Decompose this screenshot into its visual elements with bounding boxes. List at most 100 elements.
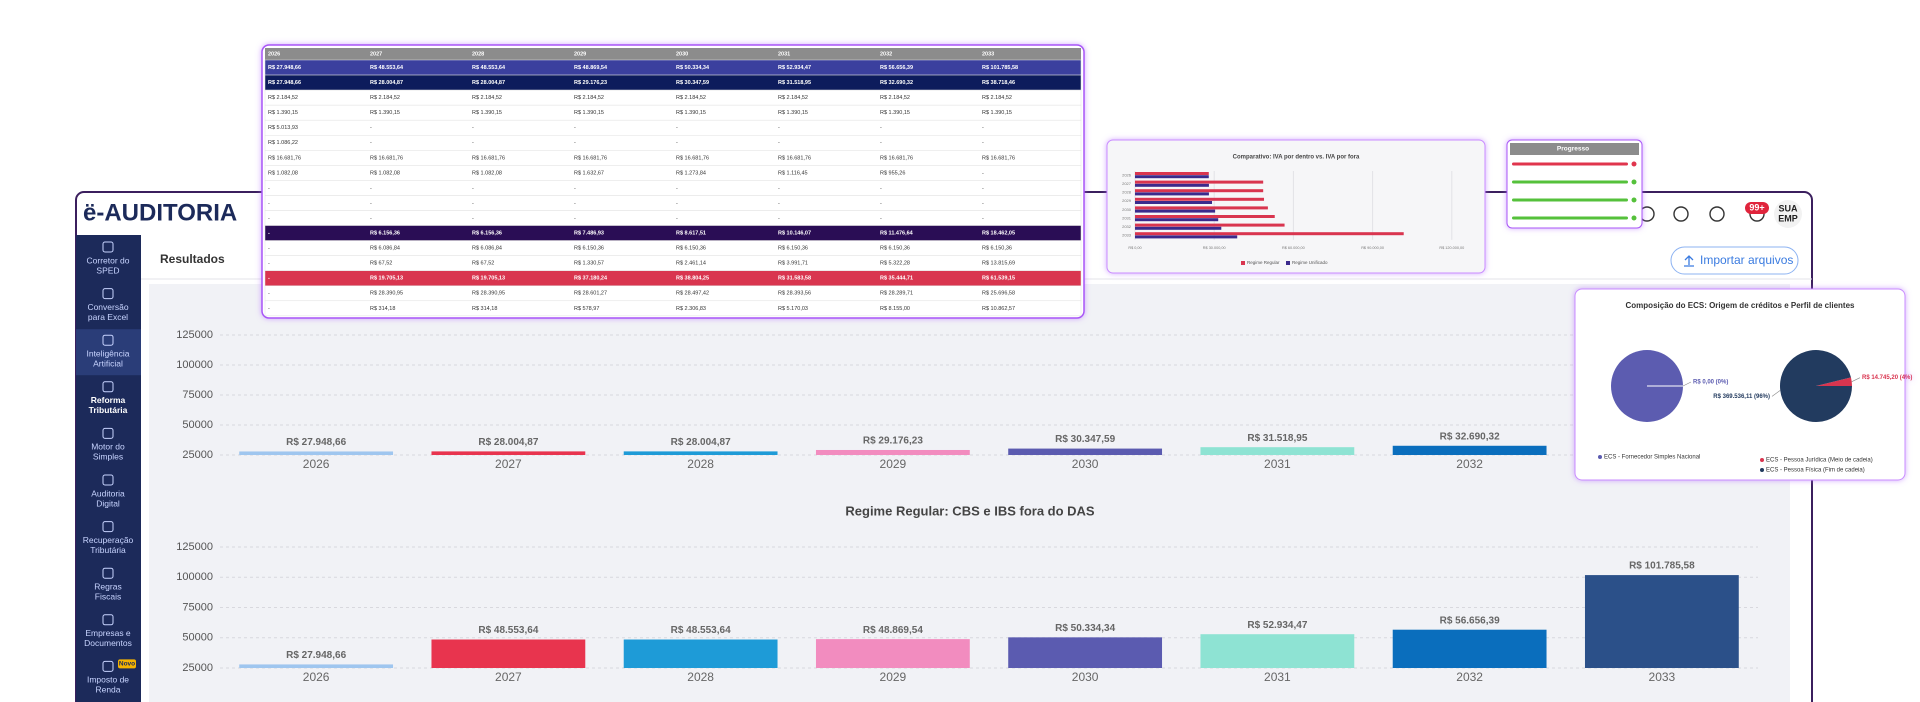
bar [1135, 183, 1209, 187]
avatar[interactable] [1774, 200, 1802, 228]
bar [1135, 197, 1265, 201]
bar [1135, 232, 1404, 236]
table-cell: R$ 2.184,52 [268, 95, 298, 101]
table-cell: R$ 1.390,15 [472, 110, 502, 116]
progress-dot [1631, 179, 1637, 185]
table-cell: - [778, 125, 780, 131]
table-cell: R$ 28.390,95 [472, 291, 505, 297]
table-row [264, 210, 1082, 226]
table-cell: R$ 38.718,46 [982, 80, 1015, 86]
y-tick-label: 25000 [182, 662, 213, 674]
table-cell: R$ 48.553,64 [472, 65, 506, 71]
sidebar-label: para Excel [88, 312, 128, 322]
table-cell: - [676, 185, 678, 191]
x-tick-label: R$ 120.000,00 [1439, 246, 1464, 250]
value-label: R$ 48.553,64 [671, 625, 731, 636]
sidebar-highlight [76, 329, 141, 376]
sidebar-icon [102, 521, 114, 533]
table-cell: R$ 8.155,00 [880, 306, 910, 312]
table-cell: R$ 16.681,76 [880, 155, 913, 161]
bar [1135, 209, 1216, 213]
chart-title: Composição do ECS: Origem de créditos e … [1626, 301, 1856, 310]
table-cell: R$ 955,26 [880, 170, 905, 176]
table-cell: R$ 13.815,69 [982, 261, 1015, 267]
slice-label: R$ 369.536,11 (96%) [1713, 394, 1770, 400]
table-card: 2026 2027 2028 2029 2030 2031 2032 2033 R$ 27.94… [261, 44, 1085, 319]
header-icon[interactable] [1709, 206, 1725, 222]
progress-bar [1512, 180, 1628, 184]
sidebar-label: Empresas e [85, 628, 131, 638]
table-cell: R$ 6.150,36 [574, 246, 604, 252]
button-icon [1684, 255, 1694, 267]
value-label: R$ 48.869,54 [863, 625, 923, 636]
y-tick-label: 2029 [1122, 198, 1132, 203]
table-cell: - [676, 215, 678, 221]
progress-header [1510, 143, 1639, 155]
table-cell: - [778, 215, 780, 221]
value-label: R$ 28.004,87 [671, 437, 731, 448]
progress-dot [1631, 161, 1637, 167]
y-tick-label: 125000 [176, 541, 213, 553]
table-cell: - [880, 185, 882, 191]
table-cell: R$ 1.390,15 [370, 110, 400, 116]
table-cell: R$ 11.476,64 [880, 231, 914, 237]
table-cell: R$ 2.461,14 [676, 261, 706, 267]
table-cell: - [880, 140, 882, 146]
y-tick-label: 100000 [176, 359, 213, 371]
legend-swatch [1598, 455, 1602, 459]
y-tick-label: 25000 [182, 449, 213, 461]
table-cell: R$ 1.390,15 [574, 110, 604, 116]
y-tick-label: 2033 [1122, 233, 1132, 238]
sidebar-label: Conversão [87, 302, 128, 312]
sidebar-label: Digital [96, 498, 120, 508]
table-cell: R$ 2.184,52 [472, 95, 502, 101]
table-cell: R$ 28.004,87 [472, 80, 505, 86]
value-label: R$ 52.934,47 [1247, 620, 1307, 631]
table-cell: R$ 35.444,71 [880, 276, 913, 282]
logo: ë-AUDITORIA [83, 199, 237, 226]
table-cell: R$ 56.656,39 [880, 65, 913, 71]
sidebar-icon [102, 614, 114, 626]
bar [431, 639, 586, 668]
table-cell: R$ 314,18 [370, 306, 395, 312]
table-cell: - [982, 185, 984, 191]
table-cell: - [268, 200, 270, 206]
import-button[interactable]: Importar arquivos [1670, 246, 1799, 275]
x-tick-label: 2033 [1649, 670, 1676, 684]
table-cell: - [472, 125, 474, 131]
sidebar-label: Fiscais [95, 591, 121, 601]
bar [1008, 637, 1163, 668]
table-cell: R$ 2.184,52 [778, 95, 808, 101]
value-label: R$ 48.553,64 [478, 625, 538, 636]
table-cell: R$ 61.539,15 [982, 276, 1015, 282]
header-icon[interactable] [1673, 206, 1689, 222]
x-tick-label: R$ 60.000,00 [1282, 246, 1305, 250]
y-tick-label: 2030 [1122, 207, 1132, 212]
legend-swatch [1760, 468, 1764, 472]
table-cell: R$ 6.156,36 [472, 231, 502, 237]
table-cell: R$ 1.082,08 [370, 170, 400, 176]
bar [1135, 206, 1268, 210]
sidebar-icon [102, 381, 114, 393]
column-header: 2032 [880, 51, 892, 57]
table-cell: R$ 67,52 [370, 261, 392, 267]
bar [623, 639, 778, 668]
table-cell: R$ 50.334,34 [676, 65, 710, 71]
comparison-card: Comparativo: IVA por dentro vs. IVA por … [1106, 139, 1486, 274]
progress-dot [1631, 215, 1637, 221]
table-cell: - [676, 140, 678, 146]
y-tick-label: 2028 [1122, 190, 1132, 195]
legend-label: ECS - Fornecedor Simples Nacional [1604, 455, 1700, 461]
legend-swatch [1286, 261, 1290, 265]
